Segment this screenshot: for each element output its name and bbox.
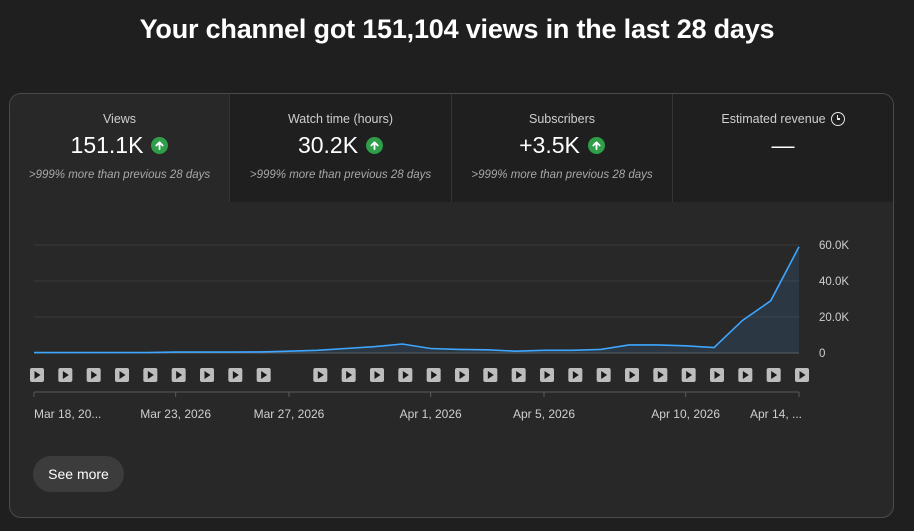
- see-more-button[interactable]: See more: [33, 456, 124, 492]
- data-point: [598, 347, 603, 352]
- x-tick-label: Apr 14, ...: [750, 407, 802, 421]
- metric-tabs: Views 151.1K >999% more than previous 28…: [10, 94, 893, 202]
- data-point: [343, 346, 348, 351]
- data-point: [457, 347, 462, 352]
- play-icon: [686, 371, 693, 379]
- x-tick-label: Mar 27, 2026: [254, 407, 325, 421]
- data-point: [570, 348, 575, 353]
- play-icon: [374, 371, 381, 379]
- play-icon: [714, 371, 721, 379]
- metric-tab-subscribers[interactable]: Subscribers +3.5K >999% more than previo…: [452, 94, 673, 202]
- play-icon: [147, 371, 154, 379]
- play-icon: [232, 371, 239, 379]
- play-icon: [261, 371, 268, 379]
- data-point: [485, 347, 490, 352]
- data-point: [230, 350, 235, 355]
- data-point: [797, 244, 802, 249]
- metric-value-row: 30.2K: [230, 132, 451, 159]
- data-point: [400, 342, 405, 347]
- play-icon: [572, 371, 579, 379]
- x-tick-label: Apr 5, 2026: [513, 407, 575, 421]
- metric-comparison: >999% more than previous 28 days: [471, 169, 653, 181]
- play-icon: [487, 371, 494, 379]
- data-point: [60, 350, 65, 355]
- page-headline: Your channel got 151,104 views in the la…: [139, 14, 775, 44]
- y-tick-label: 60.0K: [819, 240, 849, 252]
- data-point: [655, 342, 660, 347]
- data-point: [287, 349, 292, 354]
- play-icon: [34, 371, 41, 379]
- play-icon: [657, 371, 664, 379]
- metric-comparison: >999% more than previous 28 days: [28, 169, 211, 181]
- data-point: [513, 349, 518, 354]
- data-point: [740, 318, 745, 323]
- play-icon: [204, 371, 211, 379]
- metric-tab-estimated-revenue[interactable]: Estimated revenue —: [673, 94, 893, 202]
- play-icon: [799, 371, 806, 379]
- arrow-up-icon: [587, 137, 605, 154]
- data-point: [32, 350, 37, 355]
- data-point: [315, 348, 320, 353]
- play-icon: [516, 371, 523, 379]
- data-point: [428, 346, 433, 351]
- play-icon: [91, 371, 98, 379]
- analytics-card: Views 151.1K >999% more than previous 28…: [9, 93, 894, 518]
- play-icon: [119, 371, 126, 379]
- y-tick-label: 0: [819, 348, 825, 360]
- data-point: [542, 348, 547, 353]
- data-point: [117, 350, 122, 355]
- metric-label: Subscribers: [529, 112, 595, 126]
- metric-tab-watch-time[interactable]: Watch time (hours) 30.2K >999% more than…: [230, 94, 452, 202]
- metric-label-row: Estimated revenue: [673, 112, 893, 126]
- play-icon: [629, 371, 636, 379]
- metric-value-row: +3.5K: [452, 132, 672, 159]
- play-icon: [771, 371, 778, 379]
- views-line-chart: 0 20.0K 40.0K 60.0K Mar 18, 20... Mar 23, 202…: [30, 240, 849, 421]
- play-icon: [459, 371, 466, 379]
- play-icon: [601, 371, 608, 379]
- data-point: [88, 350, 93, 355]
- play-icon: [431, 371, 438, 379]
- metric-label: Views: [102, 112, 137, 126]
- metric-tab-views[interactable]: Views 151.1K >999% more than previous 28…: [10, 94, 230, 202]
- data-point: [173, 350, 178, 355]
- play-icon: [544, 371, 551, 379]
- metric-value: 151.1K: [70, 132, 144, 158]
- x-tick-label: Mar 18, 20...: [34, 407, 101, 421]
- x-tick-label: Apr 10, 2026: [651, 407, 720, 421]
- clock-icon: [830, 112, 845, 126]
- y-tick-label: 40.0K: [819, 276, 849, 288]
- data-point: [683, 343, 688, 348]
- metric-value-row: —: [673, 132, 893, 159]
- metric-value-row: 151.1K: [10, 132, 229, 159]
- play-icon: [176, 371, 183, 379]
- data-point: [712, 345, 717, 350]
- y-tick-label: 20.0K: [819, 312, 849, 324]
- play-icon: [346, 371, 353, 379]
- x-tick-label: Mar 23, 2026: [140, 407, 211, 421]
- metric-label: Watch time (hours): [287, 112, 394, 126]
- views-line: [34, 246, 800, 354]
- data-point: [372, 344, 377, 349]
- data-point: [627, 342, 632, 347]
- play-icon: [402, 371, 409, 379]
- play-icon: [317, 371, 324, 379]
- metric-value: +3.5K: [519, 132, 580, 158]
- metric-value: 30.2K: [297, 132, 359, 158]
- play-icon: [742, 371, 749, 379]
- data-point: [258, 349, 263, 354]
- data-point: [145, 350, 150, 355]
- data-point: [768, 298, 773, 303]
- metric-value: —: [771, 132, 795, 158]
- metric-label: Estimated revenue: [721, 112, 826, 126]
- x-tick-label: Apr 1, 2026: [400, 407, 462, 421]
- play-icon: [62, 371, 69, 379]
- arrow-up-icon: [151, 137, 169, 154]
- arrow-up-icon: [366, 137, 384, 154]
- metric-comparison: >999% more than previous 28 days: [249, 169, 432, 181]
- views-area: [34, 246, 799, 353]
- data-point: [202, 350, 207, 355]
